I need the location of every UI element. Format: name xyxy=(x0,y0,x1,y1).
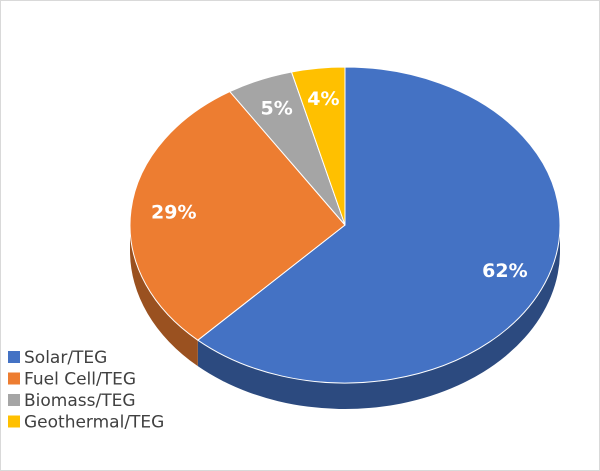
legend-label: Geothermal/TEG xyxy=(24,413,164,433)
data-label: 5% xyxy=(261,97,293,119)
legend-label: Fuel Cell/TEG xyxy=(24,370,136,390)
legend-swatch xyxy=(8,351,20,363)
slice xyxy=(290,66,346,226)
slice-side xyxy=(130,225,198,367)
data-label: 62% xyxy=(482,260,527,282)
legend-swatch xyxy=(8,415,20,428)
slice xyxy=(196,66,561,384)
legend-label: Solar/TEG xyxy=(24,348,107,368)
legend-label: Biomass/TEG xyxy=(24,391,136,411)
data-label: 29% xyxy=(151,202,196,224)
legend-swatch xyxy=(8,394,20,406)
legend-swatch xyxy=(8,372,20,385)
slice-side xyxy=(197,225,560,409)
data-label: 4% xyxy=(307,88,339,110)
slice xyxy=(129,90,346,341)
